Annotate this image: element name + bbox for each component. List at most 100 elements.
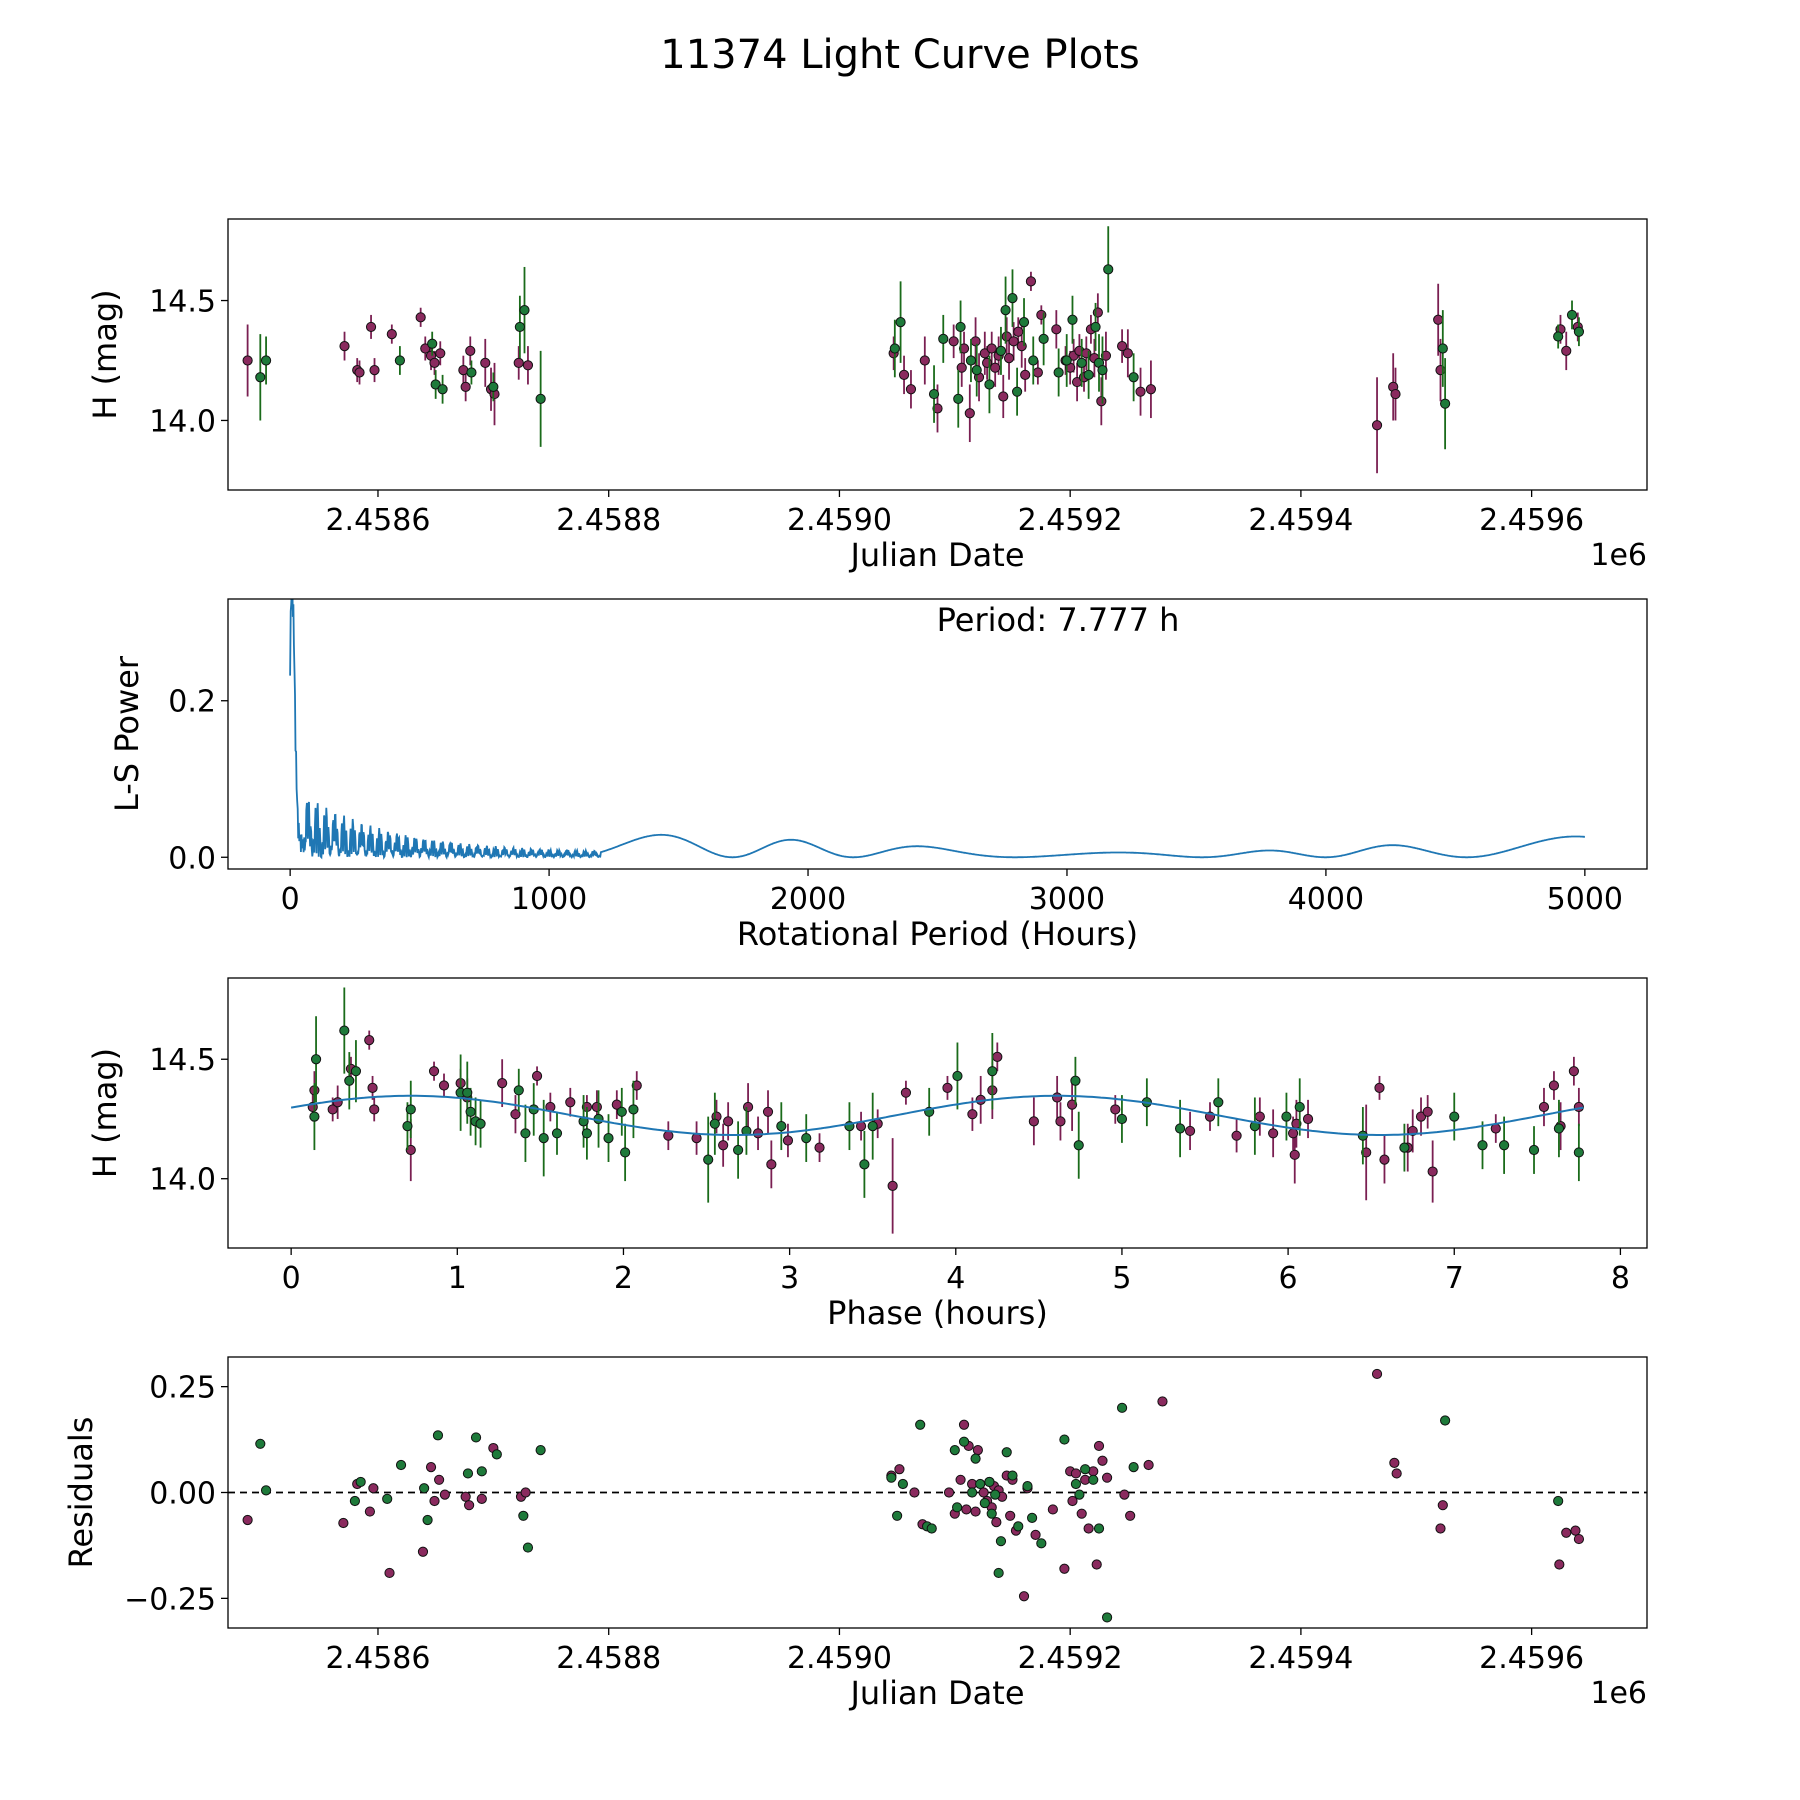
data-point <box>965 355 977 366</box>
residual-point <box>1070 1478 1082 1490</box>
data-point <box>1477 1140 1488 1151</box>
data-point <box>1020 369 1031 380</box>
data-point <box>971 364 982 376</box>
data-point <box>1103 264 1114 275</box>
data-point <box>1553 1123 1565 1134</box>
data-point <box>465 1106 476 1117</box>
data-point <box>895 317 906 328</box>
data-point <box>1061 355 1072 366</box>
data-point <box>538 1132 549 1144</box>
data-point <box>1076 357 1087 368</box>
data-point <box>1003 352 1015 364</box>
residual-point <box>349 1495 361 1507</box>
x-tick-label: 2.4594 <box>1248 1641 1353 1676</box>
data-point <box>437 384 448 395</box>
x-tick-label: 7 <box>1445 1261 1464 1296</box>
data-point <box>1018 317 1030 328</box>
residual-point <box>1554 1559 1565 1570</box>
data-point <box>782 1135 794 1146</box>
data-point <box>1116 341 1128 352</box>
data-point <box>1294 1101 1305 1113</box>
residual-point <box>1022 1481 1033 1492</box>
data-point <box>631 1080 642 1091</box>
data-point <box>762 1106 774 1117</box>
residual-point <box>1125 1510 1136 1521</box>
data-point <box>1073 1140 1084 1151</box>
data-point <box>1528 1144 1540 1156</box>
data-point <box>742 1101 754 1113</box>
data-point <box>1371 420 1383 431</box>
data-point <box>369 1104 380 1115</box>
data-point <box>709 1118 720 1129</box>
residual-point <box>1027 1512 1038 1524</box>
data-point <box>1083 369 1094 380</box>
data-point <box>663 1130 674 1141</box>
residual-point <box>1435 1523 1446 1534</box>
residual-point <box>972 1445 983 1456</box>
data-point <box>967 1109 978 1120</box>
residual-point <box>961 1504 972 1515</box>
data-point <box>952 1070 963 1082</box>
data-point <box>531 1070 543 1082</box>
data-point <box>1361 1147 1372 1158</box>
x-offset-label: 1e6 <box>1590 1676 1647 1711</box>
data-point <box>1081 348 1092 359</box>
data-point <box>327 1104 338 1115</box>
residual-point <box>520 1487 531 1498</box>
residual-point <box>1116 1402 1128 1413</box>
data-point <box>1573 326 1585 337</box>
data-point <box>1038 333 1049 345</box>
data-point <box>551 1128 563 1139</box>
residual-point <box>470 1432 482 1443</box>
data-point <box>339 1025 350 1036</box>
data-point <box>1399 1142 1410 1153</box>
data-point <box>1573 1147 1584 1158</box>
data-point <box>1000 305 1011 316</box>
residual-point <box>460 1491 471 1502</box>
residual-point <box>1076 1508 1087 1519</box>
data-point <box>465 345 476 357</box>
data-point <box>310 1054 322 1065</box>
residual-point <box>1119 1489 1130 1500</box>
data-point <box>898 369 910 380</box>
x-axis-label: Julian Date <box>848 1674 1024 1712</box>
data-point <box>513 1085 524 1096</box>
residual-point <box>967 1487 978 1498</box>
data-point <box>1566 309 1578 321</box>
data-point <box>591 1101 602 1113</box>
data-point <box>986 343 997 354</box>
residual-point <box>368 1483 379 1494</box>
plot-area <box>290 987 1584 1234</box>
data-point <box>1128 372 1139 383</box>
data-point <box>1032 367 1043 378</box>
data-point <box>1281 1111 1292 1122</box>
data-point <box>1538 1101 1550 1113</box>
residual-point <box>1143 1459 1154 1471</box>
data-point <box>369 364 380 376</box>
residual-point <box>1093 1440 1105 1452</box>
x-tick-label: 4 <box>946 1261 965 1296</box>
residual-point <box>422 1514 433 1526</box>
residual-point <box>1074 1489 1085 1500</box>
residual-point <box>355 1476 366 1488</box>
residual-point <box>1059 1563 1070 1574</box>
data-point <box>1096 396 1107 407</box>
residual-point <box>1570 1525 1581 1536</box>
data-point <box>415 312 426 323</box>
x-tick-label: 3 <box>780 1261 799 1296</box>
data-point <box>979 348 990 359</box>
data-point <box>430 379 441 390</box>
data-point <box>955 321 966 333</box>
residual-point <box>1047 1504 1058 1515</box>
data-point <box>603 1132 614 1144</box>
data-point <box>1440 398 1451 409</box>
x-offset-label: 1e6 <box>1590 538 1647 573</box>
residual-point <box>434 1474 445 1485</box>
data-point <box>514 321 525 333</box>
data-point <box>1449 1111 1460 1122</box>
data-point <box>405 1104 416 1115</box>
data-point <box>616 1106 627 1117</box>
data-point <box>956 362 967 373</box>
data-point <box>367 1082 378 1094</box>
data-point <box>1568 1066 1579 1077</box>
